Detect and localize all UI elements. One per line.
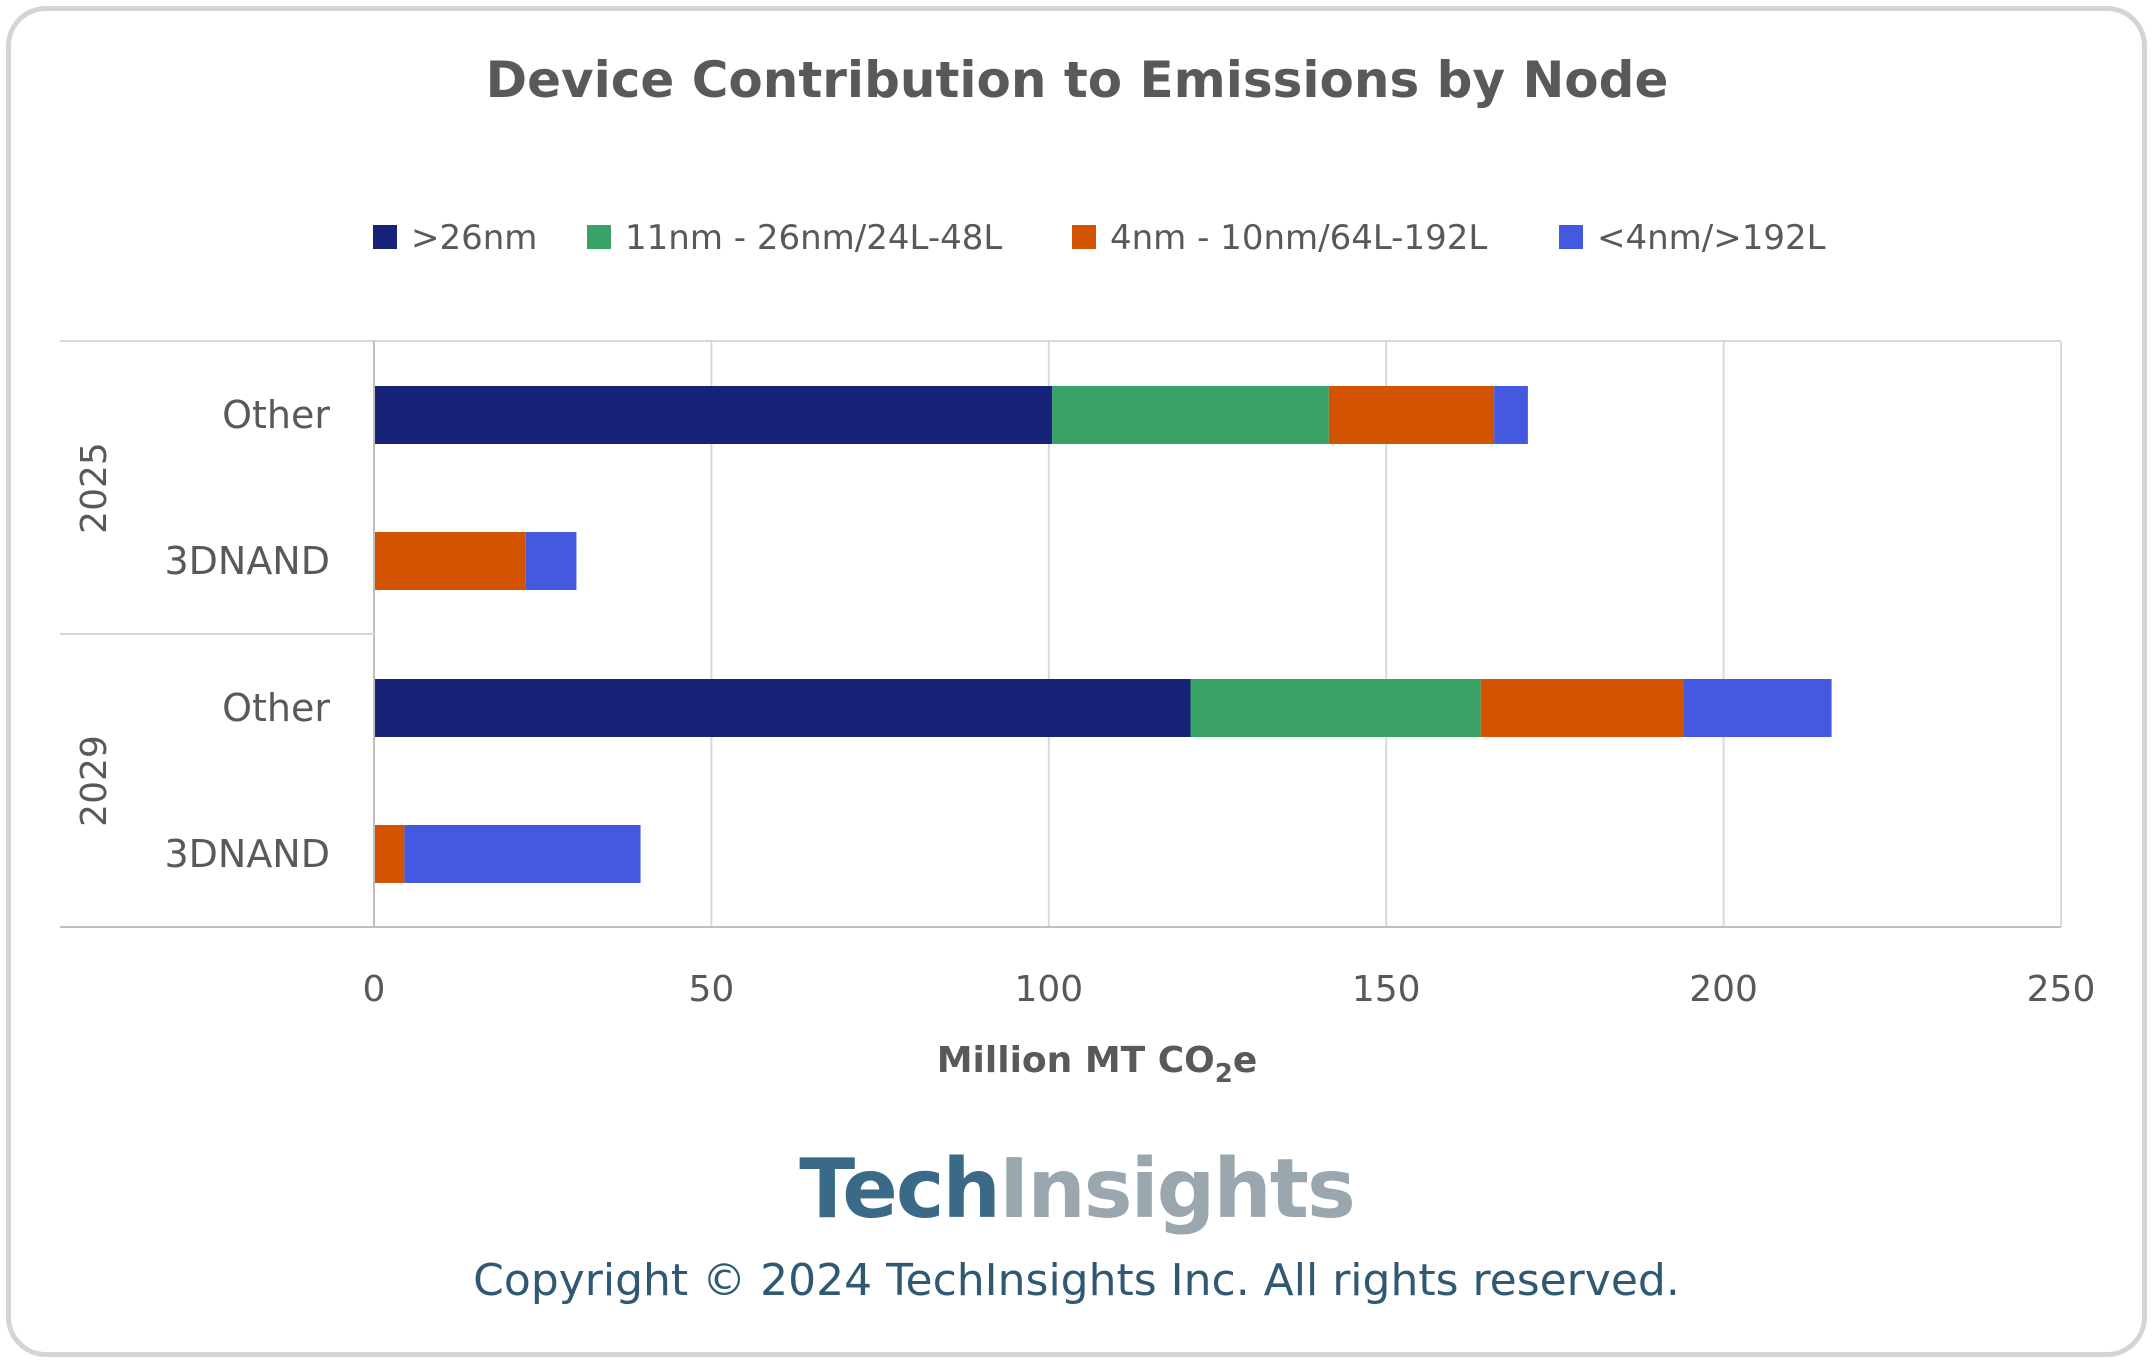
category-label-3dnand: 3DNAND — [164, 832, 330, 876]
category-labels: Other 3DNAND Other 3DNAND — [164, 393, 330, 876]
legend-label-2: 4nm - 10nm/64L-192L — [1110, 218, 1487, 258]
bar-2029-other-series-2 — [1480, 679, 1684, 737]
chart-title: Device Contribution to Emissions by Node — [486, 51, 1669, 109]
x-tick-label-100: 100 — [1014, 969, 1083, 1010]
x-axis-label-main: Million MT CO — [937, 1040, 1215, 1081]
legend-swatch-1 — [587, 225, 611, 249]
legend-label-3: <4nm/>192L — [1597, 218, 1826, 258]
bar-2025-3dnand-series-3 — [525, 532, 577, 590]
x-tick-label-150: 150 — [1352, 969, 1421, 1010]
legend-swatch-2 — [1072, 225, 1096, 249]
x-axis-label-subscript: 2 — [1215, 1059, 1233, 1089]
x-axis-label-suffix: e — [1233, 1040, 1257, 1081]
legend-swatch-0 — [373, 225, 397, 249]
bar-2029-other-series-0 — [374, 679, 1191, 737]
bar-2029-other-series-3 — [1683, 679, 1832, 737]
bar-2025-3dnand-series-2 — [374, 532, 526, 590]
bar-2025-other-series-3 — [1494, 386, 1528, 444]
techinsights-logo: TechInsights — [0, 1140, 2153, 1240]
logo-insights: Insights — [998, 1142, 1356, 1237]
bar-2025-other-series-2 — [1328, 386, 1495, 444]
bar-2025-other-series-0 — [374, 386, 1053, 444]
x-tick-label-250: 250 — [2027, 969, 2096, 1010]
logo-tech: Tech — [799, 1142, 1001, 1237]
bar-2029-3dnand-series-2 — [374, 825, 405, 883]
legend-label-1: 11nm - 26nm/24L-48L — [625, 218, 1002, 258]
bar-2029-3dnand-series-3 — [404, 825, 641, 883]
x-tick-label-0: 0 — [363, 969, 386, 1010]
x-tick-label-200: 200 — [1689, 969, 1758, 1010]
bars — [374, 386, 1832, 883]
legend-swatch-3 — [1559, 225, 1583, 249]
group-label-2029: 2029 — [74, 735, 115, 827]
group-label-2025: 2025 — [74, 442, 115, 534]
legend-label-0: >26nm — [411, 218, 537, 258]
x-tick-labels: 0 50 100 150 200 250 — [363, 969, 2096, 1010]
category-label-other: Other — [222, 686, 330, 730]
group-labels: 2025 2029 — [74, 442, 115, 827]
category-label-3dnand: 3DNAND — [164, 539, 330, 583]
x-axis-label: Million MT CO2e — [937, 1040, 1258, 1089]
x-tick-label-50: 50 — [688, 969, 734, 1010]
axes — [60, 340, 2062, 928]
category-label-other: Other — [222, 393, 330, 437]
bar-2029-other-series-1 — [1190, 679, 1481, 737]
bar-2025-other-series-1 — [1052, 386, 1329, 444]
copyright-notice: Copyright © 2024 TechInsights Inc. All r… — [473, 1255, 1680, 1306]
legend: >26nm 11nm - 26nm/24L-48L 4nm - 10nm/64L-1… — [373, 218, 1826, 258]
